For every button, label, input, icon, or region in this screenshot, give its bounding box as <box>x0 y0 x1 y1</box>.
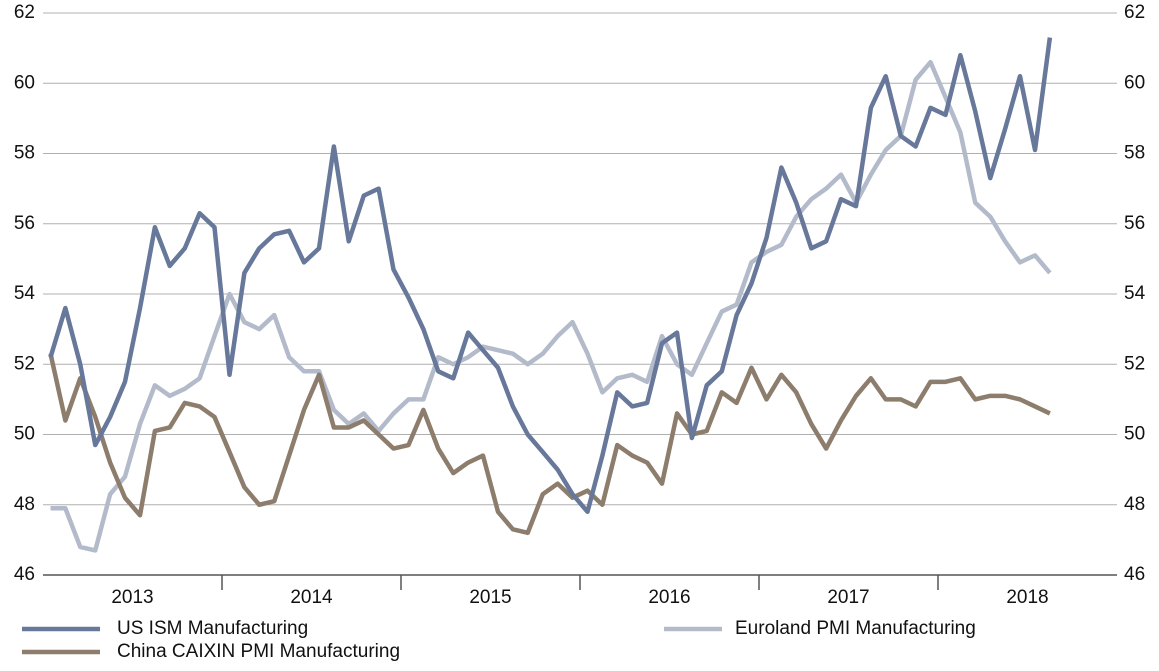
y-tick-label: 58 <box>14 143 35 164</box>
y-tick-label: 54 <box>14 283 36 304</box>
y-tick-label: 62 <box>14 2 35 23</box>
y2-tick-label: 56 <box>1124 213 1145 234</box>
legend-label: China CAIXIN PMI Manufacturing <box>117 641 400 662</box>
legend-label: Euroland PMI Manufacturing <box>735 618 976 639</box>
series-line <box>48 37 1053 515</box>
y-tick-label: 50 <box>14 424 35 445</box>
y2-tick-label: 52 <box>1124 353 1145 374</box>
y2-tick-label: 58 <box>1124 143 1145 164</box>
x-tick-label: 2015 <box>469 587 511 608</box>
y2-tick-label: 46 <box>1124 564 1145 585</box>
series-line <box>48 353 1051 536</box>
x-tick-label: 2018 <box>1006 587 1048 608</box>
x-tick-label: 2016 <box>648 587 690 608</box>
series-line <box>50 59 1052 553</box>
y2-tick-label: 60 <box>1124 72 1145 93</box>
y-tick-label: 56 <box>14 213 35 234</box>
x-tick-label: 2014 <box>290 587 333 608</box>
y2-tick-label: 62 <box>1124 2 1145 23</box>
x-tick-label: 2017 <box>827 587 869 608</box>
legend-label: US ISM Manufacturing <box>117 618 308 639</box>
y-tick-label: 52 <box>14 353 35 374</box>
y-tick-label: 48 <box>14 494 35 515</box>
y2-tick-label: 54 <box>1124 283 1146 304</box>
x-tick-label: 2013 <box>111 587 153 608</box>
y2-tick-label: 50 <box>1124 424 1145 445</box>
y2-tick-label: 48 <box>1124 494 1145 515</box>
y-tick-label: 46 <box>14 564 35 585</box>
y-tick-label: 60 <box>14 72 35 93</box>
